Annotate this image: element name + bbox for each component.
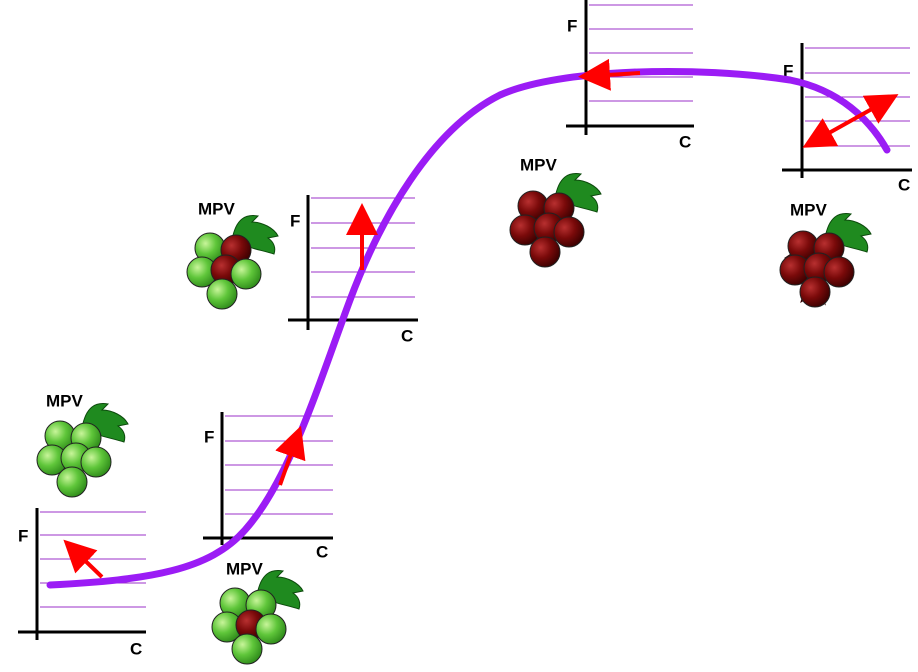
grape-berry xyxy=(56,466,88,498)
grape-berry xyxy=(206,278,238,310)
grape-label: MPV xyxy=(790,200,828,219)
x-axis-label: C xyxy=(316,542,328,561)
red-arrow xyxy=(63,539,104,579)
y-axis-label: F xyxy=(290,211,300,230)
grape-label: MPV xyxy=(198,199,236,218)
grape-berry xyxy=(255,613,287,645)
grape-cluster xyxy=(779,213,872,308)
grape-berry xyxy=(230,258,262,290)
grape-label: MPV xyxy=(46,391,84,410)
grape-cluster xyxy=(509,173,602,268)
x-axis-label: C xyxy=(130,639,142,658)
ripening-curve xyxy=(46,67,891,589)
red-arrow xyxy=(578,58,641,91)
grape-berry xyxy=(823,256,855,288)
x-axis-label: C xyxy=(898,175,910,194)
grape-berry xyxy=(80,446,112,478)
grape-cluster xyxy=(36,403,129,498)
grape-label: MPV xyxy=(520,155,558,174)
red-arrow xyxy=(275,425,306,486)
y-axis-label: F xyxy=(18,526,28,545)
grape-berry xyxy=(529,236,561,268)
grape-berry xyxy=(231,633,263,665)
x-axis-label: C xyxy=(401,326,413,345)
grape-cluster xyxy=(211,570,304,665)
red-arrow xyxy=(802,94,899,148)
grape-berry xyxy=(553,216,585,248)
y-axis-label: F xyxy=(204,427,214,446)
y-axis-label: F xyxy=(783,61,793,80)
x-axis-label: C xyxy=(679,132,691,151)
grape-berry xyxy=(799,276,831,308)
y-axis-label: F xyxy=(567,16,577,35)
grape-cluster xyxy=(186,215,279,310)
grape-label: MPV xyxy=(226,559,264,578)
